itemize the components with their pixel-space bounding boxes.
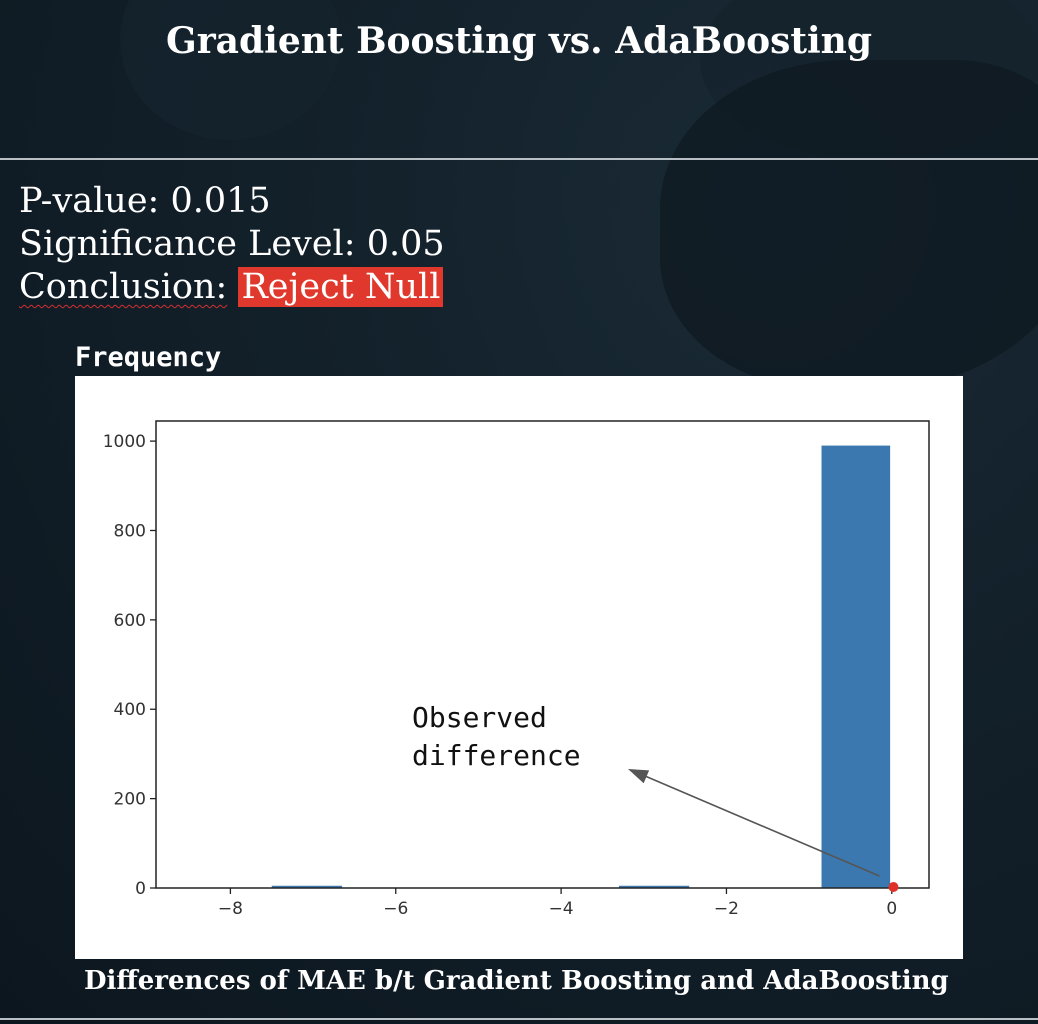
conclusion-value: Reject Null [238,267,444,307]
significance-label: Significance Level: [19,224,356,264]
p-value-row: P-value: 0.015 [19,180,445,223]
y-tick-label: 800 [114,521,146,541]
y-tick-label: 0 [135,879,146,899]
x-tick-label: −4 [549,899,574,919]
background-shape [660,60,1038,390]
y-axis-label: Frequency [75,342,222,373]
y-tick-label: 200 [114,790,146,810]
y-tick-label: 600 [114,611,146,631]
x-tick-label: −2 [714,899,739,919]
annotation-arrow-line [637,772,880,877]
x-tick-label: −6 [383,899,408,919]
x-tick-label: −8 [218,899,243,919]
y-tick-label: 1000 [103,432,146,452]
p-value-label: P-value: [19,181,160,221]
histogram-bar [821,445,891,888]
observed-difference-marker [888,882,899,892]
annotation-arrowhead [628,769,650,784]
histogram-bar [618,885,690,888]
histogram-image: 0 200 400 600 800 1000 −8 −6 −4 −2 0 Observed differ… [75,376,963,959]
y-tick-label: 400 [114,700,146,720]
slide-title: Gradient Boosting vs. AdaBoosting [165,20,873,62]
conclusion-row: Conclusion: Reject Null [19,266,445,309]
test-results: P-value: 0.015 Significance Level: 0.05 … [19,180,445,309]
chart-caption: Differences of MAE b/t Gradient Boosting… [84,966,949,996]
significance-row: Significance Level: 0.05 [19,223,445,266]
significance-value: 0.05 [366,224,445,264]
histogram-chart: 0 200 400 600 800 1000 −8 −6 −4 −2 0 Observed differ… [103,420,930,919]
conclusion-label: Conclusion: [19,267,228,307]
x-tick-label: 0 [886,899,897,919]
plot-frame [155,420,930,889]
histogram-bar [271,885,343,888]
divider [0,1018,1038,1020]
divider [0,158,1038,160]
annotation-text: difference [412,739,581,772]
annotation-text: Observed [412,701,547,734]
p-value: 0.015 [170,181,271,221]
